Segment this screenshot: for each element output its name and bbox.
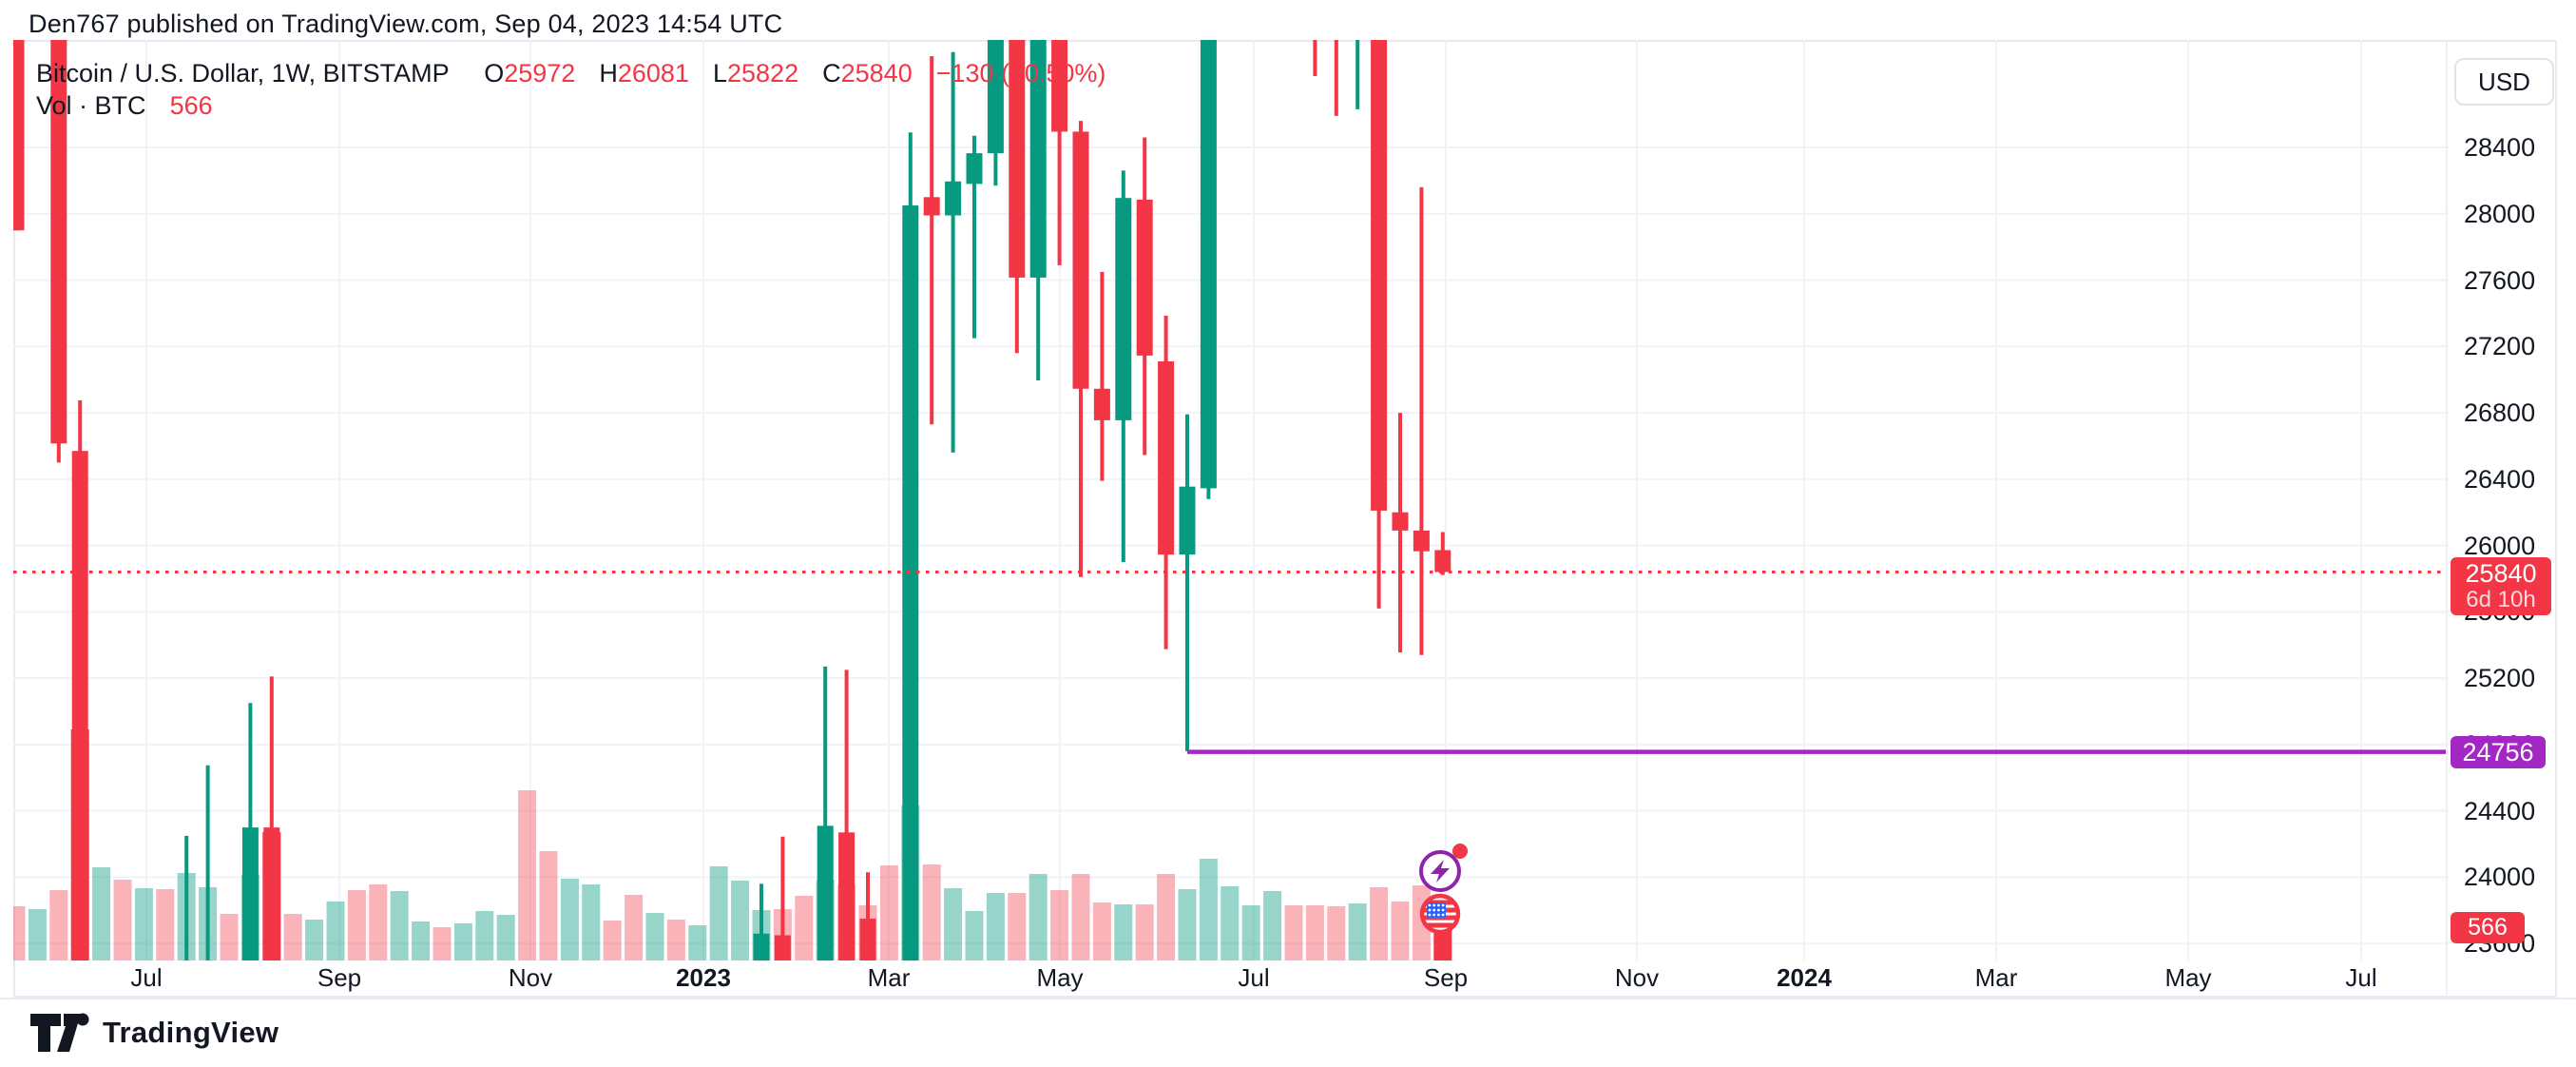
publish-attribution: Den767 published on TradingView.com, Sep…	[29, 10, 783, 38]
high-value: 26081	[617, 59, 689, 87]
low-label: L	[712, 59, 727, 87]
open-label: O	[484, 59, 505, 87]
volume-axis-badge: 566	[2451, 911, 2525, 943]
last-price-value: 25840	[2465, 559, 2537, 588]
lightning-idea-marker[interactable]	[1419, 844, 1468, 892]
volume-row: Vol · BTC 566	[36, 89, 1105, 122]
series-layer	[13, 40, 1452, 960]
last-price-badge: 25840 6d 10h	[2451, 557, 2551, 615]
price-tick-label: 26800	[2464, 398, 2536, 428]
price-tick-label: 28400	[2464, 133, 2536, 162]
panel-bottom-border	[0, 998, 2576, 999]
tradingview-icon	[30, 1013, 89, 1052]
volume-label: Vol · BTC	[36, 91, 146, 120]
grid-lines	[13, 40, 2450, 960]
price-tick-label: 26400	[2464, 464, 2536, 494]
time-tick-label: Mar	[1974, 963, 2018, 992]
price-tick-label: 26000	[2464, 531, 2536, 560]
chart-legend: Bitcoin / U.S. Dollar, 1W, BITSTAMP O259…	[36, 57, 1105, 122]
ray-price-badge: 24756	[2451, 735, 2546, 768]
idea-markers[interactable]	[1419, 844, 1468, 935]
time-tick-label: Jul	[2345, 963, 2377, 992]
time-tick-label: Jul	[130, 963, 163, 992]
time-tick-label: Sep	[317, 963, 362, 992]
close-label: C	[822, 59, 841, 87]
time-tick-label: 2024	[1777, 963, 1832, 992]
price-tick-label: 24400	[2464, 796, 2536, 825]
time-tick-label: 2023	[676, 963, 731, 992]
price-tick-label: 24000	[2464, 863, 2536, 892]
price-axis[interactable]	[2446, 40, 2557, 998]
volume-series	[13, 729, 1452, 960]
price-tick-label: 28000	[2464, 199, 2536, 228]
high-label: H	[599, 59, 618, 87]
change-value: −130 (−0.50%)	[935, 59, 1106, 87]
volume-value: 566	[169, 91, 213, 120]
time-tick-label: May	[1036, 963, 1084, 992]
low-value: 25822	[727, 59, 799, 87]
price-tick-label: 27600	[2464, 265, 2536, 295]
time-axis[interactable]	[13, 960, 2446, 998]
price-tick-label: 25200	[2464, 664, 2536, 693]
candle-series	[13, 40, 1451, 960]
tradingview-logo-text: TradingView	[103, 1016, 279, 1049]
price-axis-separator	[2446, 40, 2448, 998]
time-tick-label: Nov	[1614, 963, 1660, 992]
time-tick-label: Jul	[1238, 963, 1270, 992]
symbol-title: Bitcoin / U.S. Dollar, 1W, BITSTAMP	[36, 59, 450, 87]
bar-countdown: 6d 10h	[2466, 587, 2536, 612]
time-tick-label: Sep	[1423, 963, 1469, 992]
time-tick-label: Nov	[508, 963, 553, 992]
time-tick-label: Mar	[867, 963, 911, 992]
tradingview-logo-link[interactable]: TradingView	[29, 1008, 279, 1057]
open-value: 25972	[504, 59, 576, 87]
us-flag-event-marker[interactable]	[1419, 893, 1461, 935]
time-tick-label: May	[2164, 963, 2212, 992]
close-value: 25840	[840, 59, 913, 87]
price-tick-label: 27200	[2464, 332, 2536, 361]
symbol-ohlc-row: Bitcoin / U.S. Dollar, 1W, BITSTAMP O259…	[36, 57, 1105, 89]
currency-usd-button[interactable]: USD	[2454, 58, 2554, 106]
chart-panel	[13, 40, 2557, 998]
